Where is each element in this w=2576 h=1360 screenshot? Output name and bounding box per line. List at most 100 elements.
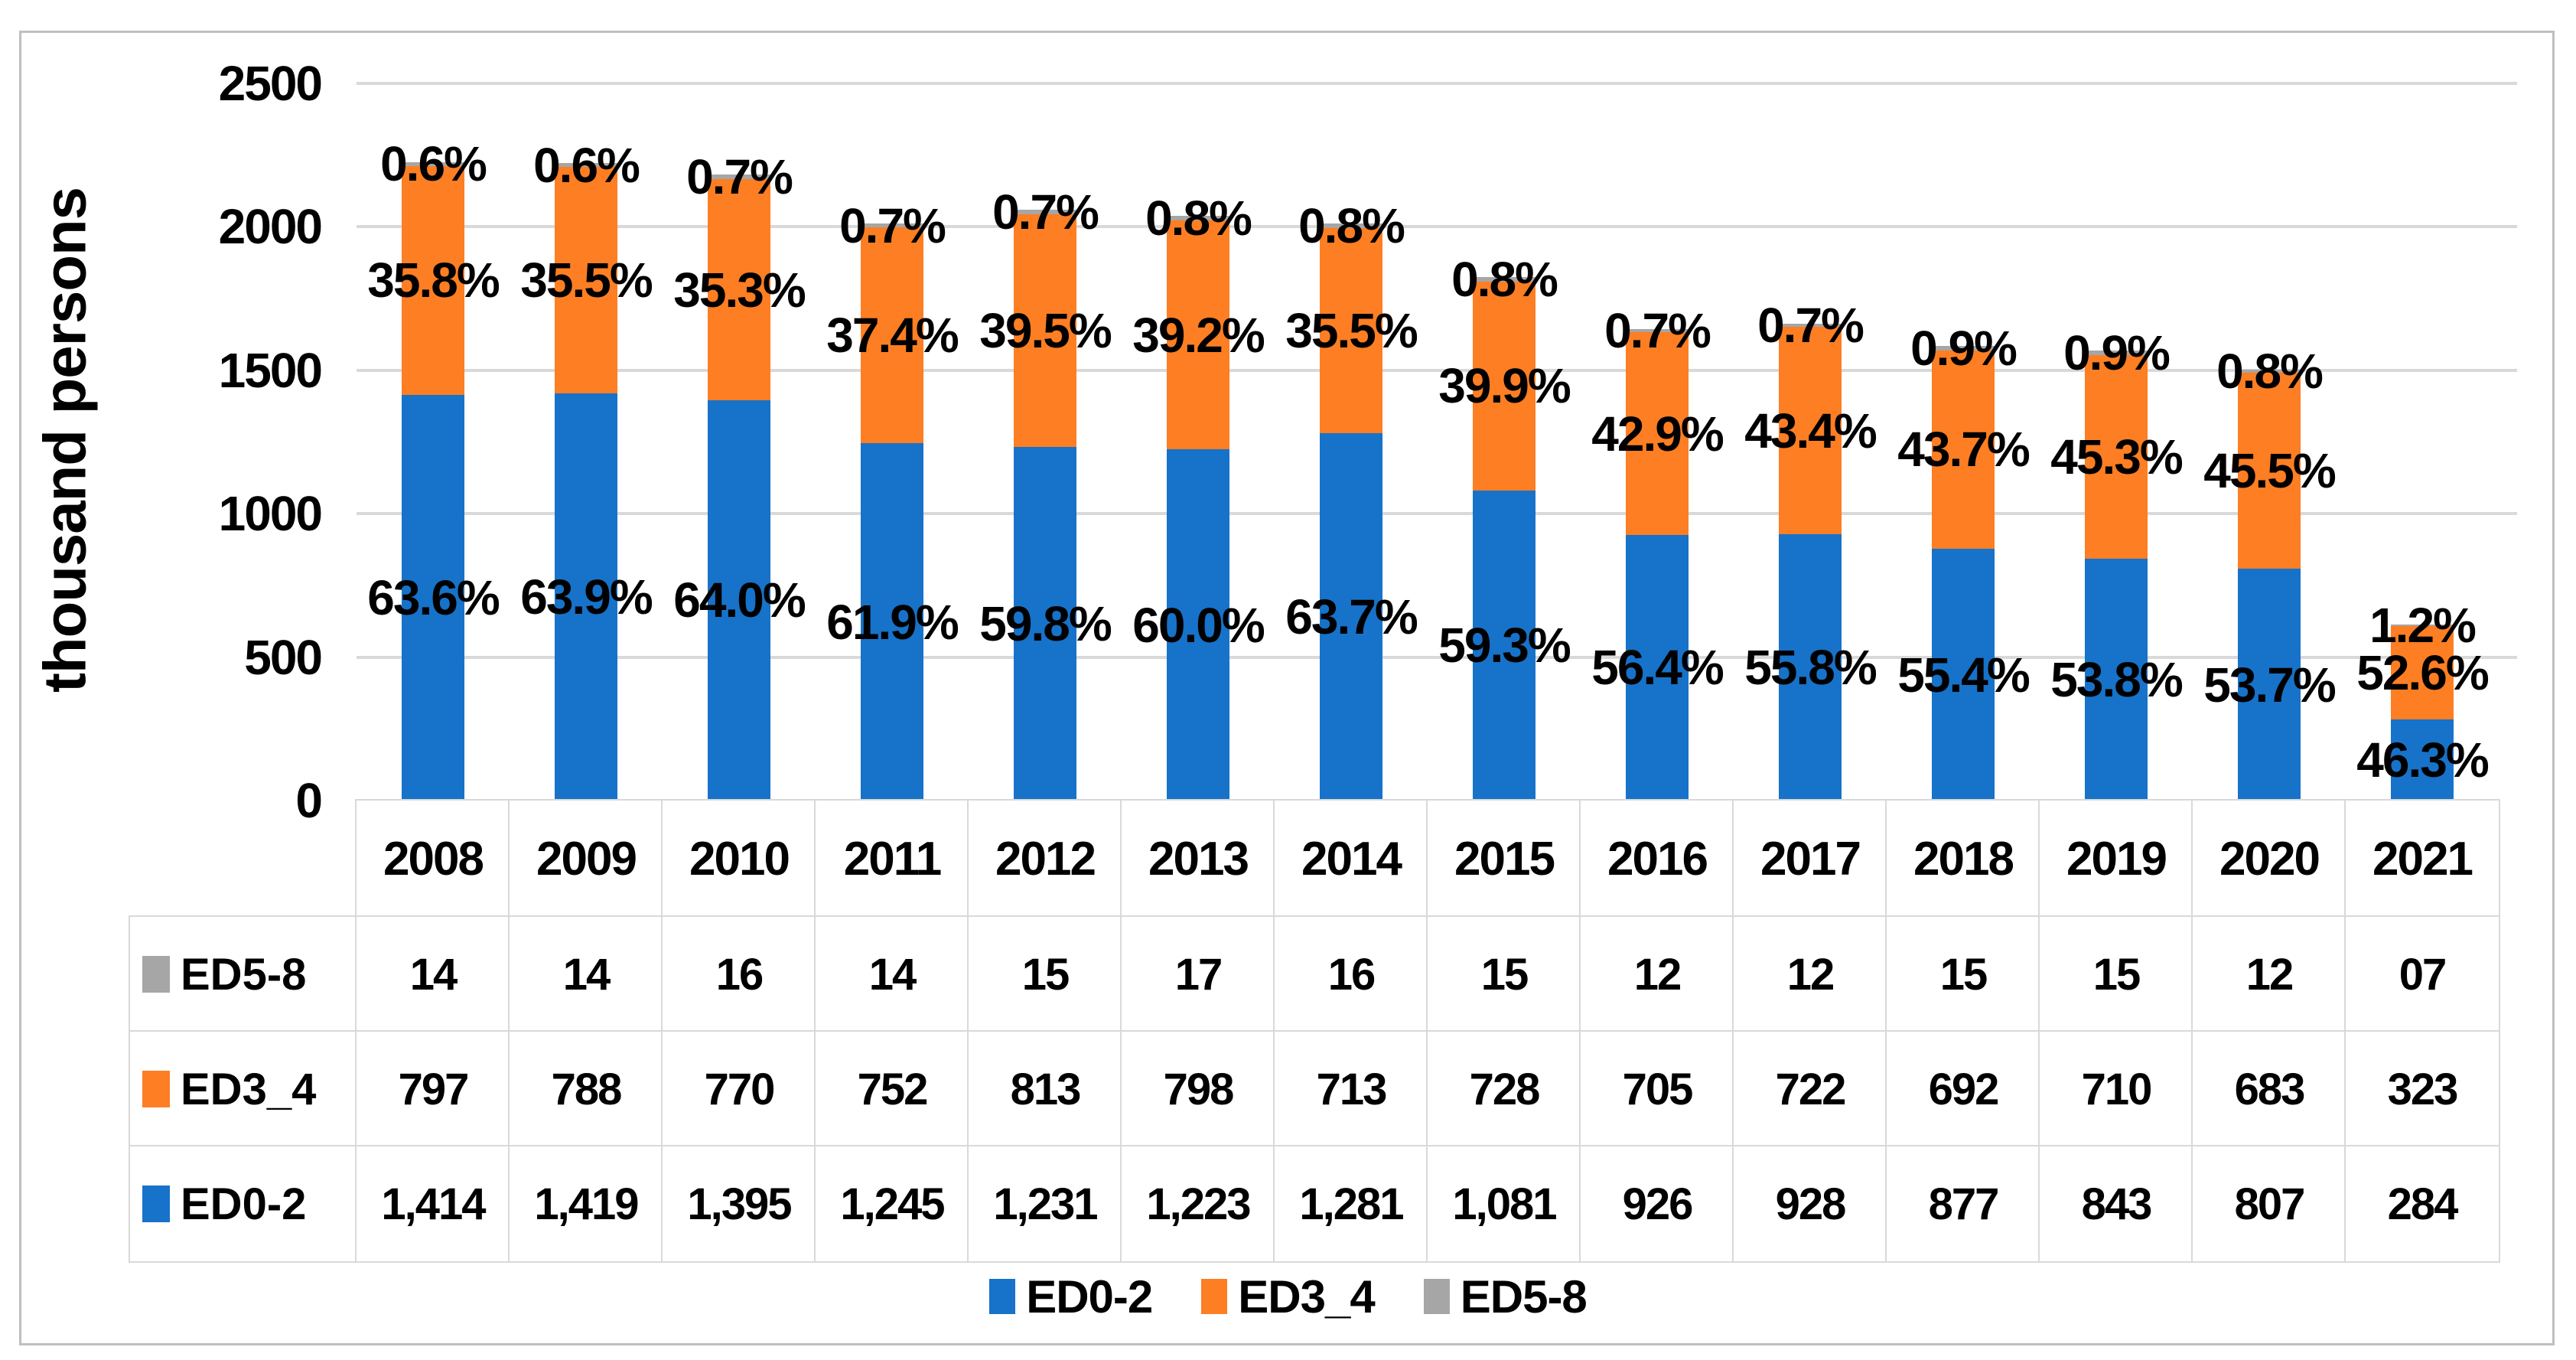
percent-label-ed3-4-2020: 45.5% [2203,443,2336,499]
y-axis-title: thousand persons [31,187,99,693]
percent-label-ed5-8-2011: 0.7% [839,197,946,253]
table-cell-ed3-4-2013: 798 [1120,1030,1276,1148]
table-cell-ed3-4-2008: 797 [355,1030,511,1148]
bar-segment-ed0-2 [1014,447,1076,801]
table-cell-ed0-2-2018: 877 [1885,1145,2041,1263]
bar-segment-ed5-8 [1167,215,1229,221]
bar-segment-ed3-4 [708,179,770,400]
table-cell-ed3-4-2017: 722 [1732,1030,1888,1148]
bar-segment-ed5-8 [402,161,464,166]
bar-segment-ed0-2 [861,443,923,801]
percent-label-ed0-2-2017: 55.8% [1744,640,1877,695]
bar-segment-ed5-8 [1473,277,1536,282]
bar-segment-ed5-8 [1320,223,1382,229]
legend-swatch-icon [1423,1279,1450,1314]
table-cell-ed3-4-2010: 770 [661,1030,817,1148]
series-swatch-icon [142,956,170,993]
percent-label-ed3-4-2017: 43.4% [1744,403,1877,458]
percent-label-ed3-4-2011: 37.4% [826,308,959,364]
percent-label-ed0-2-2021: 46.3% [2356,732,2489,788]
table-cell-ed5-8-2017: 12 [1732,915,1888,1033]
bar-segment-ed0-2 [555,393,617,801]
percent-label-ed5-8-2010: 0.7% [686,149,793,205]
bar-segment-ed3-4 [1167,220,1229,450]
percent-label-ed0-2-2019: 53.8% [2050,651,2183,707]
table-cell-ed5-8-2009: 14 [508,915,664,1033]
percent-label-ed0-2-2015: 59.3% [1438,618,1571,673]
table-year-header: 2019 [2038,799,2194,918]
gridline [357,655,2517,659]
table-cell-ed3-4-2020: 683 [2191,1030,2347,1148]
bar-segment-ed5-8 [2238,369,2301,373]
table-cell-ed5-8-2011: 14 [814,915,970,1033]
table-cell-ed0-2-2014: 1,281 [1273,1145,1429,1263]
bar-segment-ed3-4 [1779,327,1842,534]
legend-item-ed0-2: ED0-2 [989,1270,1153,1323]
bar-segment-ed3-4 [1626,332,1689,535]
series-swatch-icon [142,1186,170,1222]
table-year-header: 2012 [967,799,1123,918]
percent-label-ed3-4-2010: 35.3% [673,262,806,318]
percent-label-ed3-4-2021: 52.6% [2356,644,2489,700]
table-cell-ed0-2-2010: 1,395 [661,1145,817,1263]
percent-label-ed5-8-2021: 1.2% [2369,598,2477,654]
bar-segment-ed5-8 [861,223,923,228]
bar-segment-ed3-4 [1320,228,1382,433]
table-cell-ed5-8-2015: 15 [1426,915,1582,1033]
table-year-header: 2021 [2344,799,2500,918]
bar-segment-ed0-2 [1932,549,1995,801]
percent-label-ed5-8-2009: 0.6% [533,137,640,193]
bar-segment-ed5-8 [555,163,617,168]
table-cell-ed0-2-2015: 1,081 [1426,1145,1582,1263]
y-axis-tick-label: 0 [295,773,323,828]
percent-label-ed5-8-2014: 0.8% [1298,198,1405,254]
table-cell-ed0-2-2019: 843 [2038,1145,2194,1263]
bar-segment-ed0-2 [1779,534,1842,801]
table-cell-ed5-8-2021: 07 [2344,915,2500,1033]
table-cell-ed0-2-2021: 284 [2344,1145,2500,1263]
table-cell-ed0-2-2016: 926 [1579,1145,1735,1263]
bar-segment-ed3-4 [1014,214,1076,448]
table-cell-ed5-8-2012: 15 [967,915,1123,1033]
table-cell-ed0-2-2009: 1,419 [508,1145,664,1263]
gridline [357,81,2517,85]
percent-label-ed3-4-2015: 39.9% [1438,358,1571,414]
table-row-label-ed5-8: ED5-8 [129,915,358,1033]
table-cell-ed0-2-2013: 1,223 [1120,1145,1276,1263]
bar-segment-ed0-2 [2238,569,2301,801]
percent-label-ed5-8-2018: 0.9% [1910,320,2017,376]
percent-label-ed5-8-2020: 0.8% [2216,344,2324,399]
table-row-label-text: ED5-8 [181,949,307,1000]
chart-frame-border [19,31,2555,1345]
percent-label-ed0-2-2010: 64.0% [673,572,806,628]
bar-segment-ed5-8 [1014,209,1076,214]
table-year-header: 2020 [2191,799,2347,918]
percent-label-ed0-2-2014: 63.7% [1285,589,1418,644]
percent-label-ed5-8-2015: 0.8% [1451,251,1558,307]
bar-segment-ed5-8 [2085,351,2148,355]
percent-label-ed5-8-2008: 0.6% [380,136,487,192]
percent-label-ed3-4-2009: 35.5% [520,253,653,308]
gridline [357,368,2517,372]
percent-label-ed5-8-2017: 0.7% [1757,298,1864,353]
percent-label-ed0-2-2012: 59.8% [979,596,1112,652]
bar-segment-ed0-2 [2391,719,2454,801]
table-cell-ed3-4-2009: 788 [508,1030,664,1148]
series-swatch-icon [142,1071,170,1107]
bar-segment-ed3-4 [1932,350,1995,550]
bar-segment-ed0-2 [402,394,464,801]
percent-label-ed3-4-2008: 35.8% [367,253,500,308]
percent-label-ed3-4-2019: 45.3% [2050,429,2183,484]
y-axis-tick-label: 2500 [218,55,323,111]
table-cell-ed3-4-2016: 705 [1579,1030,1735,1148]
table-cell-ed3-4-2011: 752 [814,1030,970,1148]
table-year-header: 2008 [355,799,511,918]
table-cell-ed0-2-2017: 928 [1732,1145,1888,1263]
table-cell-ed3-4-2021: 323 [2344,1030,2500,1148]
bar-segment-ed0-2 [1473,490,1536,801]
bar-segment-ed3-4 [1473,281,1536,491]
legend-item-ed5-8: ED5-8 [1423,1270,1588,1323]
percent-label-ed3-4-2014: 35.5% [1285,302,1418,358]
percent-label-ed0-2-2011: 61.9% [826,594,959,650]
